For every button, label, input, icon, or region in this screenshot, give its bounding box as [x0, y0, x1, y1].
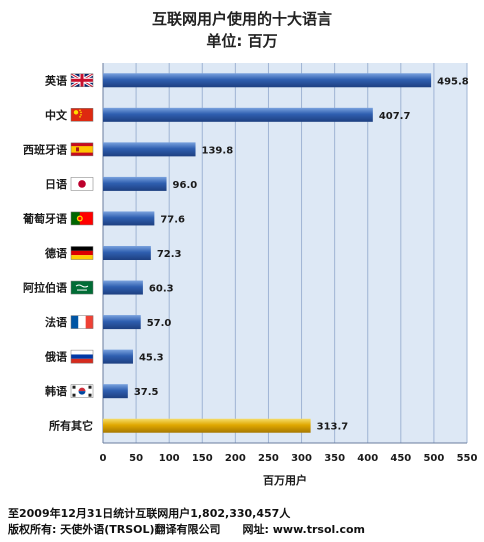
- x-tick-label: 450: [390, 453, 411, 464]
- saudi-flag-icon: [70, 280, 94, 295]
- x-tick-label: 500: [423, 453, 444, 464]
- value-label: 37.5: [134, 387, 159, 398]
- x-tick-label: 50: [129, 453, 143, 464]
- bar: [103, 384, 128, 399]
- plot-area: [103, 63, 467, 443]
- x-axis-label: 百万用户: [263, 473, 307, 487]
- bar: [103, 349, 133, 364]
- bar: [103, 107, 373, 122]
- category-label: 日语: [45, 177, 67, 191]
- value-label: 45.3: [139, 353, 164, 364]
- korea-flag-icon: [70, 384, 94, 398]
- bar: [103, 280, 143, 295]
- copyright-text: 版权所有: 天使外语(TRSOL)翻译有限公司: [8, 523, 221, 536]
- category-label: 中文: [45, 108, 68, 122]
- bar: [103, 176, 167, 191]
- russia-flag-icon: [70, 349, 94, 364]
- category-label: 法语: [45, 315, 67, 329]
- footer-stats: 至2009年12月31日统计互联网用户1,802,330,457人: [8, 507, 291, 520]
- website-text: 网址: www.trsol.com: [242, 523, 366, 536]
- x-tick-label: 300: [291, 453, 312, 464]
- x-tick-label: 550: [457, 453, 478, 464]
- value-label: 407.7: [379, 111, 411, 122]
- category-label: 西班牙语: [23, 142, 67, 156]
- footer-copyright: 版权所有: 天使外语(TRSOL)翻译有限公司 网址: www.trsol.com: [8, 521, 365, 537]
- value-label: 57.0: [147, 318, 172, 329]
- x-tick-label: 350: [324, 453, 345, 464]
- bar-chart: 0 50 100 150 200 250 300 350 400 450 500 550 百万用户 英语 4…: [22, 63, 478, 487]
- bar: [103, 246, 151, 260]
- portugal-flag-icon: [70, 211, 94, 226]
- japan-flag-icon: [70, 177, 94, 191]
- x-tick-label: 0: [100, 453, 107, 464]
- bar: [103, 73, 432, 88]
- china-flag-icon: [70, 108, 94, 122]
- bar: [103, 418, 311, 433]
- category-label: 德语: [44, 246, 67, 260]
- uk-flag-icon: [70, 72, 94, 89]
- category-label: 所有其它: [49, 419, 93, 433]
- category-label: 葡萄牙语: [22, 211, 67, 225]
- category-label: 俄语: [44, 350, 67, 364]
- value-label: 96.0: [173, 180, 198, 191]
- chart-subtitle: 单位: 百万: [206, 32, 278, 50]
- value-label: 60.3: [149, 284, 174, 295]
- x-tick-label: 400: [357, 453, 378, 464]
- x-tick-label: 250: [258, 453, 279, 464]
- x-tick-label: 150: [192, 453, 213, 464]
- germany-flag-icon: [70, 246, 94, 260]
- category-label: 韩语: [45, 384, 67, 398]
- spain-flag-icon: [70, 142, 94, 157]
- value-label: 313.7: [317, 422, 349, 433]
- value-label: 139.8: [202, 145, 234, 156]
- france-flag-icon: [70, 315, 94, 329]
- bar: [103, 315, 141, 330]
- value-label: 495.8: [437, 76, 469, 87]
- value-label: 77.6: [160, 214, 185, 225]
- chart-title: 互联网用户使用的十大语言: [151, 10, 332, 28]
- bar: [103, 142, 196, 157]
- bar: [103, 211, 155, 226]
- x-tick-label: 100: [159, 453, 180, 464]
- category-label: 英语: [44, 73, 67, 87]
- x-tick-label: 200: [225, 453, 246, 464]
- category-label: 阿拉伯语: [23, 281, 67, 295]
- value-label: 72.3: [157, 249, 182, 260]
